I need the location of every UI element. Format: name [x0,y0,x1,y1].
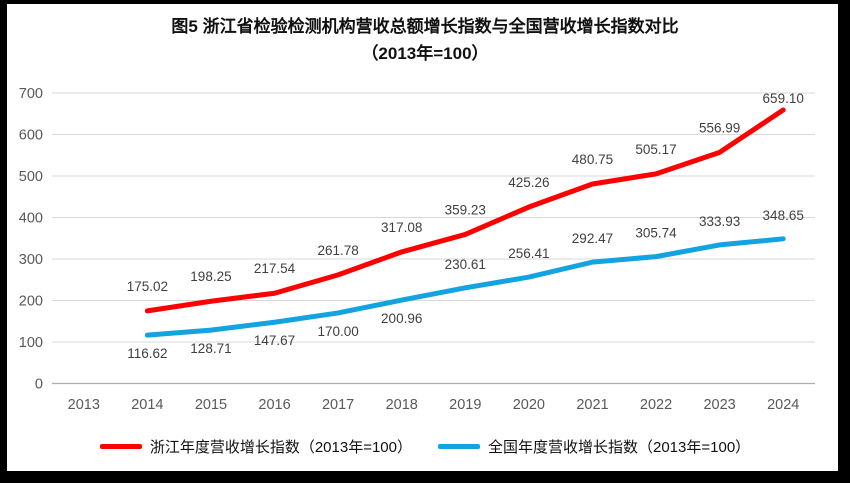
data-label: 659.10 [763,91,804,106]
data-label: 261.78 [317,243,358,258]
data-label: 170.00 [317,324,358,339]
x-tick-label: 2016 [258,397,290,413]
data-label: 217.54 [254,261,296,276]
data-label: 348.65 [763,208,804,223]
data-label: 333.93 [699,214,740,229]
legend-label-national: 全国年度营收增长指数（2013年=100） [488,439,751,456]
y-tick-label: 600 [19,128,43,144]
data-label: 116.62 [127,346,167,361]
y-tick-label: 0 [35,377,43,393]
data-label: 200.96 [381,311,422,326]
data-label: 556.99 [699,120,740,135]
national-series-line [144,236,786,338]
data-label: 175.02 [127,279,168,294]
x-tick-label: 2021 [576,397,608,413]
data-label: 505.17 [635,142,676,157]
data-label: 305.74 [635,226,677,241]
x-tick-label: 2020 [513,397,545,413]
legend-item-national: 全国年度营收增长指数（2013年=100） [438,436,750,457]
x-tick-label: 2022 [640,397,672,413]
y-tick-label: 200 [19,294,43,310]
data-label: 359.23 [445,202,486,217]
national-line-swatch [438,444,480,449]
x-tick-label: 2014 [131,397,163,413]
y-tick-label: 400 [19,211,43,227]
frame-border-left [0,0,7,483]
data-label: 425.26 [508,175,549,190]
x-tick-label: 2024 [767,397,799,413]
frame-border-right [838,0,850,483]
data-label: 128.71 [190,341,231,356]
data-label: 256.41 [508,246,549,261]
y-tick-label: 500 [19,169,43,185]
chart-title-line1: 图5 浙江省检验检测机构营收总额增长指数与全国营收增长指数对比 [171,17,679,36]
chart-legend: 浙江年度营收增长指数（2013年=100） 全国年度营收增长指数（2013年=1… [0,436,850,457]
frame-border-bottom [0,471,850,483]
legend-item-zhejiang: 浙江年度营收增长指数（2013年=100） [99,436,412,457]
data-label: 317.08 [381,220,422,235]
y-tick-label: 300 [19,252,43,268]
data-label: 230.61 [445,257,486,272]
data-label: 480.75 [572,152,613,167]
data-label: 292.47 [572,231,613,246]
x-tick-label: 2013 [68,397,100,413]
zhejiang-line-swatch [99,444,142,449]
chart-title-line2: （2013年=100） [361,44,489,63]
data-label: 198.25 [190,269,231,284]
y-tick-label: 100 [19,335,43,351]
x-tick-label: 2017 [322,397,354,413]
chart-title: 图5 浙江省检验检测机构营收总额增长指数与全国营收增长指数对比 （2013年=1… [0,13,850,67]
x-tick-label: 2015 [195,397,227,413]
x-tick-label: 2018 [386,397,418,413]
y-tick-label: 700 [19,86,43,102]
zhejiang-series-line [144,107,786,314]
x-tick-label: 2019 [449,397,481,413]
data-label: 147.67 [254,333,295,348]
legend-label-zhejiang: 浙江年度营收增长指数（2013年=100） [149,439,412,456]
x-tick-label: 2023 [703,397,735,413]
frame-border-top [0,0,850,4]
